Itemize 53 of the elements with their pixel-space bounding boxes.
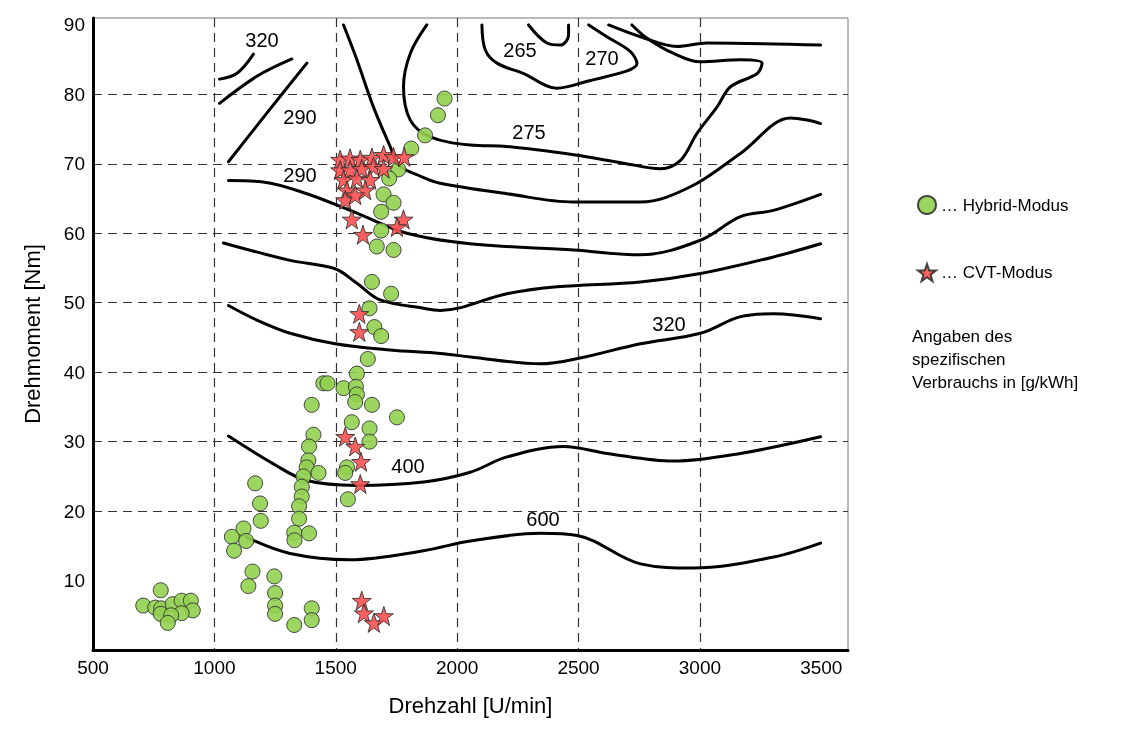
legend-label: … CVT-Modus: [941, 263, 1053, 283]
point: [341, 209, 362, 230]
y-tick-label: 30: [63, 431, 85, 453]
point: [349, 303, 370, 324]
x-tick-label: 500: [77, 657, 109, 678]
x-tick-label: 2500: [557, 657, 600, 678]
annotation: 400: [391, 455, 425, 477]
point: [363, 612, 384, 633]
annotation: 275: [512, 121, 546, 143]
annotation: 270: [585, 47, 619, 69]
line-series: [342, 23, 823, 204]
annotation: 265: [503, 39, 537, 61]
line-series: [221, 241, 823, 312]
point: [352, 224, 373, 245]
line-series: [480, 23, 639, 90]
point: [345, 436, 366, 457]
y-tick-label: 60: [63, 222, 85, 244]
y-tick-label: 70: [63, 153, 85, 175]
point: [386, 217, 407, 238]
point: [346, 168, 367, 189]
point: [351, 590, 372, 611]
legend-label: … Hybrid-Modus: [941, 195, 1069, 215]
point: [394, 146, 415, 167]
point: [335, 426, 356, 447]
y-tick-label: 80: [63, 83, 85, 105]
point: [353, 603, 374, 624]
x-tick-label: 3500: [800, 657, 843, 678]
y-tick-label: 10: [63, 570, 85, 592]
x-tick-label: 1000: [193, 657, 236, 678]
point: [351, 451, 372, 472]
point: [349, 321, 370, 342]
annotation: 290: [283, 164, 317, 186]
y-tick-label: 50: [63, 292, 85, 314]
line-series: [226, 304, 823, 366]
annotation: 600: [526, 508, 560, 530]
point: [350, 474, 371, 495]
y-tick-label: 40: [63, 361, 85, 383]
point: [345, 185, 366, 206]
annotation: 290: [283, 106, 317, 128]
y-tick-label: 20: [63, 500, 85, 522]
annotation: 320: [652, 313, 686, 335]
annotation: 320: [245, 29, 279, 51]
point: [360, 169, 381, 190]
y-tick-label: 90: [63, 14, 85, 36]
text: Angaben des spezifischen Verbrauchs in [g/kWh]: [912, 327, 1079, 392]
y-axis-title: Drehmoment [Nm]: [19, 244, 45, 424]
x-tick-label: 1500: [314, 657, 357, 678]
x-tick-label: 2000: [436, 657, 479, 678]
point: [355, 180, 376, 201]
x-tick-label: 3000: [678, 657, 722, 678]
x-axis-title: Drehzahl [U/min]: [388, 692, 553, 718]
point: [373, 158, 394, 179]
point: [373, 605, 394, 626]
